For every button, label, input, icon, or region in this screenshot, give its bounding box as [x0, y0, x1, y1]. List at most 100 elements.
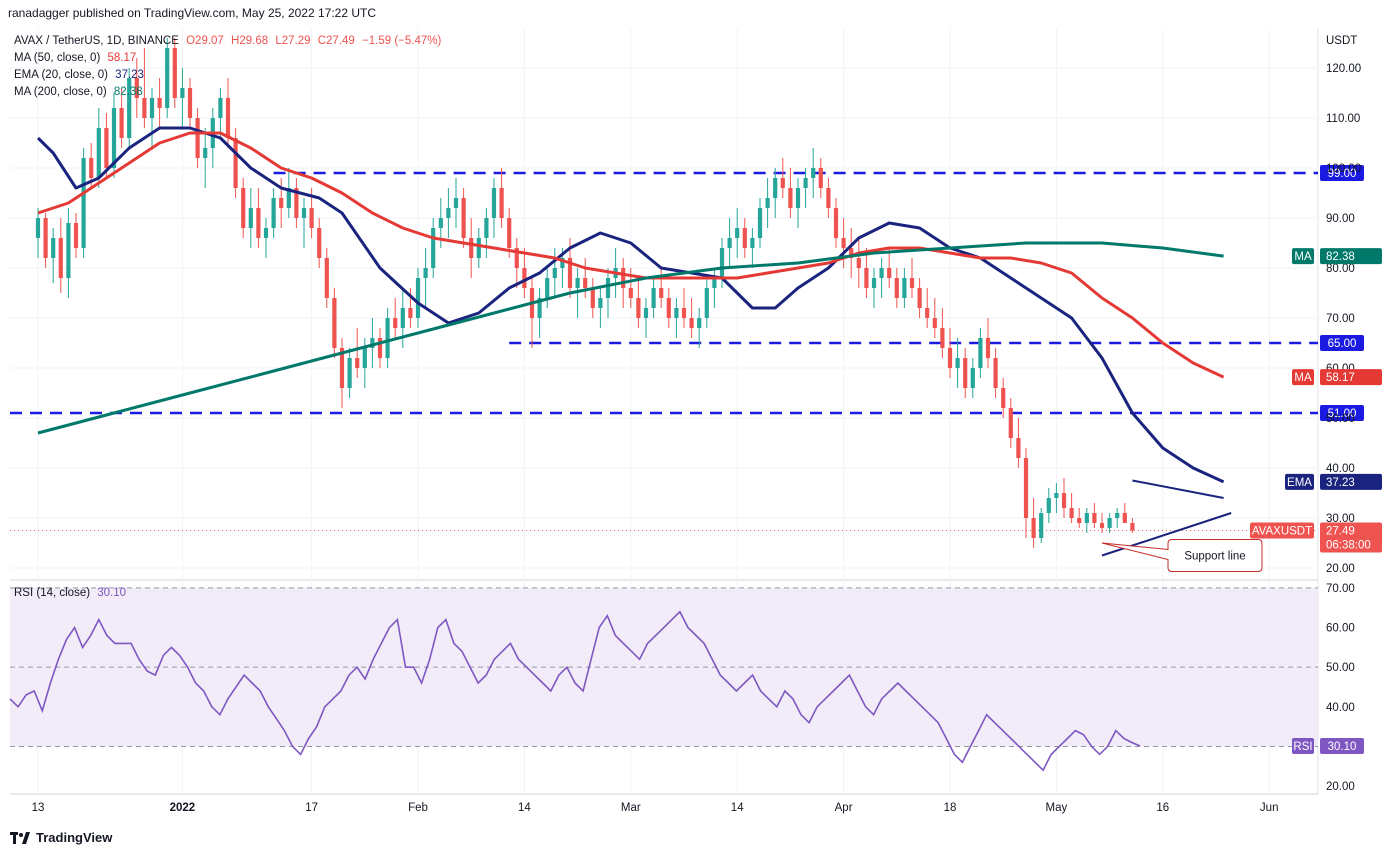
candle-body	[1107, 518, 1112, 528]
rsi-line	[9, 610, 1141, 772]
candle-body	[1016, 438, 1021, 458]
rsi-tick-label: 70.00	[1326, 583, 1355, 595]
candle	[256, 188, 261, 248]
candle	[339, 338, 345, 408]
candle-body	[104, 128, 109, 168]
candle	[856, 238, 861, 288]
legend-ma50-value: 58.17	[107, 52, 137, 64]
candle-body	[1084, 513, 1089, 523]
candle-body	[1099, 523, 1105, 528]
time-tick-label: 16	[1156, 802, 1169, 814]
candle	[1046, 488, 1051, 523]
candle-body	[978, 338, 983, 368]
candle-body	[605, 278, 611, 298]
legend-ema20[interactable]: EMA (20, close, 0) 37.23	[14, 69, 144, 81]
candle	[1107, 513, 1112, 533]
candle-body	[1039, 513, 1044, 538]
candle	[727, 218, 732, 268]
price-tick-label: 100.00	[1326, 163, 1361, 175]
tradingview-brand[interactable]: TradingView	[10, 830, 112, 845]
rsi-value-box	[1320, 738, 1364, 755]
publisher-line: ranadagger published on TradingView.com,…	[8, 6, 377, 20]
candle-body	[697, 318, 702, 328]
candle	[1084, 508, 1089, 533]
candle-body	[727, 238, 732, 248]
price-tick-label: 80.00	[1326, 263, 1355, 275]
candle	[735, 208, 740, 258]
price-axis[interactable]: 20.00 30.00 40.00 50.00 60.00 70.00 80.00 90.00…	[1326, 35, 1361, 793]
candle-body	[446, 208, 451, 218]
candle-body	[590, 288, 595, 308]
candle-body	[659, 288, 664, 298]
candle	[203, 128, 208, 188]
candle-body	[499, 188, 504, 218]
candle	[795, 178, 801, 228]
candle-body	[1069, 508, 1074, 518]
candle-body	[864, 268, 869, 288]
candle-body	[453, 198, 459, 208]
time-tick-label: 14	[731, 802, 744, 814]
candle-body	[909, 278, 915, 288]
price-tick-label: 70.00	[1326, 313, 1355, 325]
legend-ma200[interactable]: MA (200, close, 0) 82.38	[14, 86, 143, 98]
candle	[484, 208, 489, 258]
rsi-value-label: 30.10	[1328, 741, 1357, 753]
candle-body	[377, 338, 383, 358]
legend-rsi-label: RSI (14, close)	[14, 587, 91, 599]
ema20-line	[36, 126, 1225, 484]
candle-body	[750, 238, 755, 248]
candle	[704, 278, 709, 328]
candle	[742, 218, 747, 258]
candle-body	[887, 268, 892, 278]
level-tag-label: 51.00	[1328, 408, 1357, 420]
candle-body	[552, 268, 557, 278]
legend-ma200-value: 82.38	[113, 86, 143, 98]
candle	[909, 258, 915, 298]
candle-body	[347, 358, 352, 388]
candle	[104, 113, 109, 178]
candle-body	[567, 258, 573, 288]
candle	[1023, 448, 1029, 538]
candle	[81, 148, 86, 258]
time-tick-label: 17	[305, 802, 318, 814]
price-tag-value-box	[1320, 248, 1382, 265]
level-tag	[1320, 335, 1364, 351]
candle	[993, 348, 998, 398]
candle	[917, 278, 922, 318]
candle	[1115, 508, 1120, 528]
candle	[1001, 378, 1006, 418]
candle	[651, 278, 656, 318]
candle	[590, 278, 595, 318]
candle	[499, 168, 504, 228]
candle	[826, 178, 831, 218]
candle	[545, 268, 550, 308]
candle-body	[469, 238, 474, 258]
candle	[461, 188, 466, 248]
price-tag-name: MA	[1294, 372, 1312, 384]
price-tags: RSI 30.10 MA 82.38 MA 58.17 EMA 37.23 AVAXUSDT 27…	[1250, 248, 1382, 755]
candle-body	[1122, 513, 1127, 523]
level-tag-label: 65.00	[1328, 338, 1357, 350]
support-line-annotation: Support line	[1101, 539, 1263, 572]
candle-body	[879, 268, 884, 278]
legend-ohlc: AVAX / TetherUS, 1D, BINANCE O29.07 H29.…	[14, 35, 441, 47]
candle-body	[712, 278, 717, 288]
candle-body	[856, 258, 861, 268]
candle	[529, 278, 535, 348]
candle	[271, 188, 276, 238]
candle	[58, 218, 63, 293]
candle	[1099, 513, 1105, 533]
candle-body	[73, 223, 79, 248]
candle-body	[970, 368, 975, 388]
time-axis[interactable]: 13 2022 17 Feb 14 Mar 14 Apr 18 May 16 Jun	[32, 802, 1279, 814]
candle-body	[195, 118, 200, 158]
candle	[377, 328, 383, 368]
candle	[149, 88, 155, 148]
candle-body	[431, 228, 436, 268]
level-tag-label: 99.00	[1328, 168, 1357, 180]
support-line-callout	[1101, 539, 1263, 572]
legend-ma50[interactable]: MA (50, close, 0) 58.17	[14, 52, 136, 64]
legend-rsi[interactable]: RSI (14, close) 30.10	[14, 587, 126, 599]
candle	[605, 268, 611, 318]
